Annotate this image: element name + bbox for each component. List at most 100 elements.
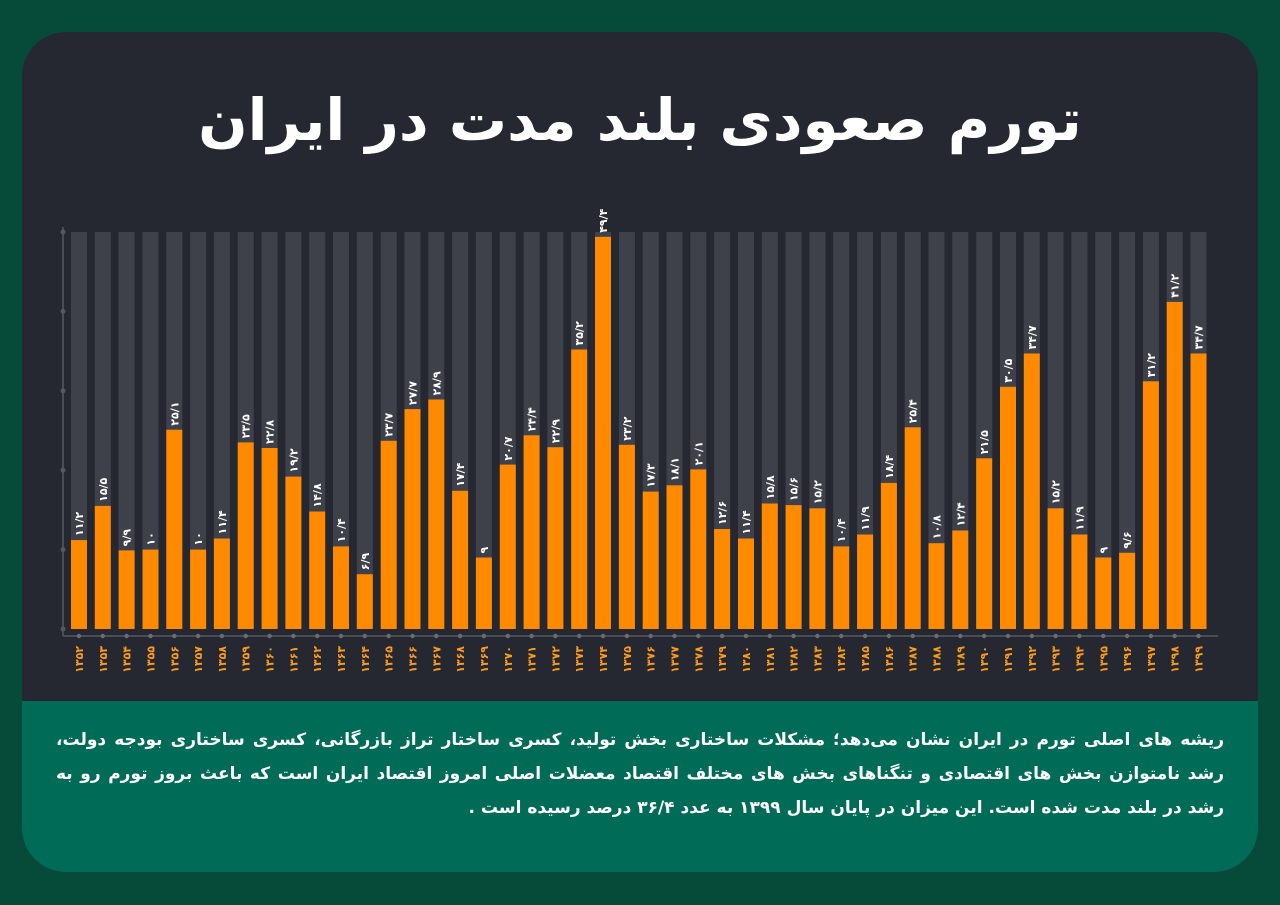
x-tick-dot-16	[457, 633, 463, 639]
x-tick-dot-3	[148, 633, 153, 639]
bar-30	[785, 505, 802, 629]
bar-19	[523, 435, 540, 629]
bar-value-label-34: ۱۸/۴	[883, 454, 896, 478]
year-label-41: ۱۳۹۳	[1050, 646, 1063, 673]
bar-track-28	[738, 232, 754, 629]
bar-track-43	[1095, 232, 1112, 629]
bar-39	[1000, 386, 1016, 629]
bar-value-label-19: ۲۴/۴	[526, 407, 539, 431]
year-label-38: ۱۳۹۰	[978, 646, 991, 673]
bar-46	[1166, 301, 1183, 629]
year-label-14: ۱۳۶۶	[407, 646, 420, 673]
x-tick-dot-0	[76, 633, 82, 639]
bar-value-label-15: ۲۸/۹	[430, 371, 443, 395]
bar-value-label-35: ۲۵/۴	[907, 399, 920, 423]
x-tick-dot-34	[886, 633, 892, 639]
bar-track-0	[71, 232, 87, 629]
x-tick-dot-9	[291, 633, 296, 639]
bar-value-label-31: ۱۵/۲	[811, 480, 824, 504]
bar-42	[1071, 534, 1088, 629]
x-tick-dot-31	[815, 633, 820, 639]
x-tick-dot-45	[1148, 633, 1154, 639]
x-tick-dot-33	[862, 633, 868, 639]
x-tick-dot-27	[719, 633, 725, 639]
bar-31	[809, 508, 826, 629]
x-tick-dot-24	[648, 633, 653, 639]
year-label-13: ۱۳۶۵	[383, 646, 396, 673]
bar-value-label-24: ۱۷/۳	[645, 463, 658, 487]
y-tick-dot-5	[60, 229, 66, 235]
x-tick-dot-22	[600, 633, 606, 639]
year-label-46: ۱۳۹۸	[1169, 646, 1182, 673]
bar-2	[118, 550, 135, 629]
x-tick-dot-10	[315, 633, 320, 639]
year-label-24: ۱۳۷۶	[645, 646, 658, 673]
bar-45	[1142, 381, 1159, 629]
year-label-21: ۱۳۷۳	[573, 646, 586, 673]
year-label-1: ۱۳۵۳	[97, 646, 110, 673]
bar-value-label-17: ۹	[478, 547, 491, 554]
bar-26	[690, 469, 707, 629]
x-tick-dot-14	[410, 633, 415, 639]
bar-value-label-4: ۲۵/۱	[168, 402, 181, 426]
x-tick-dot-7	[243, 633, 248, 639]
x-tick-dot-12	[362, 633, 367, 639]
bar-value-label-28: ۱۱/۴	[740, 510, 753, 534]
year-label-47: ۱۳۹۹	[1193, 646, 1206, 673]
year-label-26: ۱۳۷۸	[692, 646, 705, 673]
year-label-3: ۱۳۵۵	[145, 646, 158, 673]
x-tick-dot-47	[1196, 633, 1201, 639]
inflation-bar-chart: ۱۱/۲ ۱۳۵۲ ۱۵/۵ ۱۳۵۳ ۹/۹ ۱۳۵۴ ۱۰ ۱۳۵۵ ۲۵/۱ ۱۳۵۶ ۱۰ ۱…	[60, 208, 1218, 673]
bar-track-33	[857, 232, 874, 629]
bar-track-2	[118, 232, 135, 629]
year-label-33: ۱۳۸۵	[859, 646, 872, 673]
bar-track-6	[213, 232, 230, 629]
x-tick-dot-40	[1029, 633, 1034, 639]
bar-22	[595, 236, 611, 630]
bar-value-label-23: ۲۳/۲	[621, 416, 634, 440]
year-label-34: ۱۳۸۶	[883, 646, 896, 673]
bar-40	[1023, 353, 1040, 629]
year-label-43: ۱۳۹۵	[1097, 646, 1110, 673]
year-label-19: ۱۳۷۱	[526, 646, 539, 673]
x-tick-dot-2	[124, 633, 129, 639]
bar-35	[904, 427, 921, 629]
bar-value-label-46: ۴۱/۲	[1169, 273, 1182, 297]
x-tick-dot-4	[172, 633, 177, 639]
x-tick-dot-13	[386, 633, 391, 639]
bar-track-11	[333, 232, 349, 629]
year-label-39: ۱۳۹۱	[1002, 646, 1015, 673]
bar-value-label-0: ۱۱/۲	[73, 512, 86, 536]
bar-value-label-27: ۱۲/۶	[716, 501, 729, 525]
year-label-12: ۱۳۶۴	[359, 646, 372, 673]
bar-value-label-21: ۳۵/۲	[573, 321, 586, 345]
year-label-15: ۱۳۶۷	[430, 646, 443, 673]
year-label-11: ۱۳۶۳	[335, 646, 348, 673]
bar-value-label-29: ۱۵/۸	[764, 475, 777, 499]
bar-value-label-10: ۱۴/۸	[311, 483, 324, 507]
bar-value-label-25: ۱۸/۱	[669, 457, 682, 481]
bar-value-label-20: ۲۲/۹	[549, 419, 562, 443]
bar-value-label-38: ۲۱/۵	[978, 430, 991, 454]
bar-track-32	[833, 232, 850, 629]
bar-value-label-33: ۱۱/۹	[859, 506, 872, 530]
bar-track-17	[475, 232, 492, 629]
x-tick-dot-43	[1101, 633, 1106, 639]
y-tick-dot-1	[60, 547, 66, 553]
x-tick-dot-29	[767, 633, 772, 639]
bar-37	[952, 530, 969, 629]
year-label-17: ۱۳۶۹	[478, 646, 491, 673]
x-tick-dot-15	[434, 633, 439, 639]
bar-value-label-45: ۳۱/۲	[1145, 353, 1158, 377]
bar-12	[356, 574, 373, 629]
bar-21	[571, 349, 588, 629]
year-label-27: ۱۳۷۹	[716, 646, 729, 673]
bar-14	[404, 409, 421, 629]
bar-9	[285, 476, 302, 629]
y-tick-dot-4	[60, 308, 66, 314]
page-title: تورم صعودی بلند مدت در ایران	[198, 86, 1082, 154]
bar-8	[261, 448, 278, 629]
bar-47	[1190, 353, 1207, 629]
bar-value-label-1: ۱۵/۵	[97, 477, 110, 501]
year-label-2: ۱۳۵۴	[121, 646, 134, 673]
